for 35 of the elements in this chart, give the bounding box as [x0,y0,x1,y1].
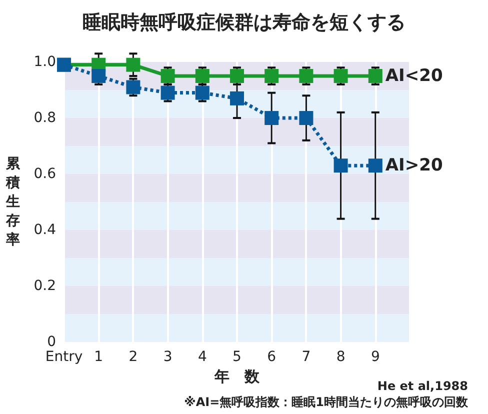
y-tick-label: 0 [47,334,56,350]
x-tick-label: 1 [94,349,104,365]
x-tick-label: 5 [232,349,242,365]
point [299,111,314,125]
x-tick-label: 4 [198,349,207,365]
point [264,69,279,83]
series-label: AI>20 [385,156,443,176]
point [264,111,279,125]
text: He et al,1988 [377,379,468,393]
x-tick-label: 6 [267,349,276,365]
x-tick-label: 2 [128,349,138,365]
y-tick-label: 1.0 [34,54,56,70]
point [334,158,348,173]
y-tick-label: 0.2 [34,278,56,294]
point [126,58,140,72]
point [334,69,348,83]
point [299,69,314,83]
y-tick-label: 0.4 [34,222,56,238]
x-tick-label: 3 [163,349,172,365]
y-tick-label: 0.8 [34,110,56,126]
y-axis-title: 累積生存率 [5,156,21,248]
text: ※AI=無呼吸指数：睡眠1時間当たりの無呼吸の回数 [184,395,469,409]
x-tick-label: 9 [370,349,380,365]
x-axis-title: 年 数 [214,367,260,386]
point [230,91,244,106]
point [230,69,244,83]
x-tick-label: 8 [336,349,346,365]
chart-title: 睡眠時無呼吸症候群は寿命を短くする [82,12,406,34]
point [368,158,382,173]
point [92,69,106,83]
series-label: AI<20 [385,66,443,86]
x-tick-label: Entry [45,349,83,365]
point [368,69,382,83]
x-tick-label: 7 [302,349,311,365]
y-tick-label: 0.6 [34,166,56,182]
